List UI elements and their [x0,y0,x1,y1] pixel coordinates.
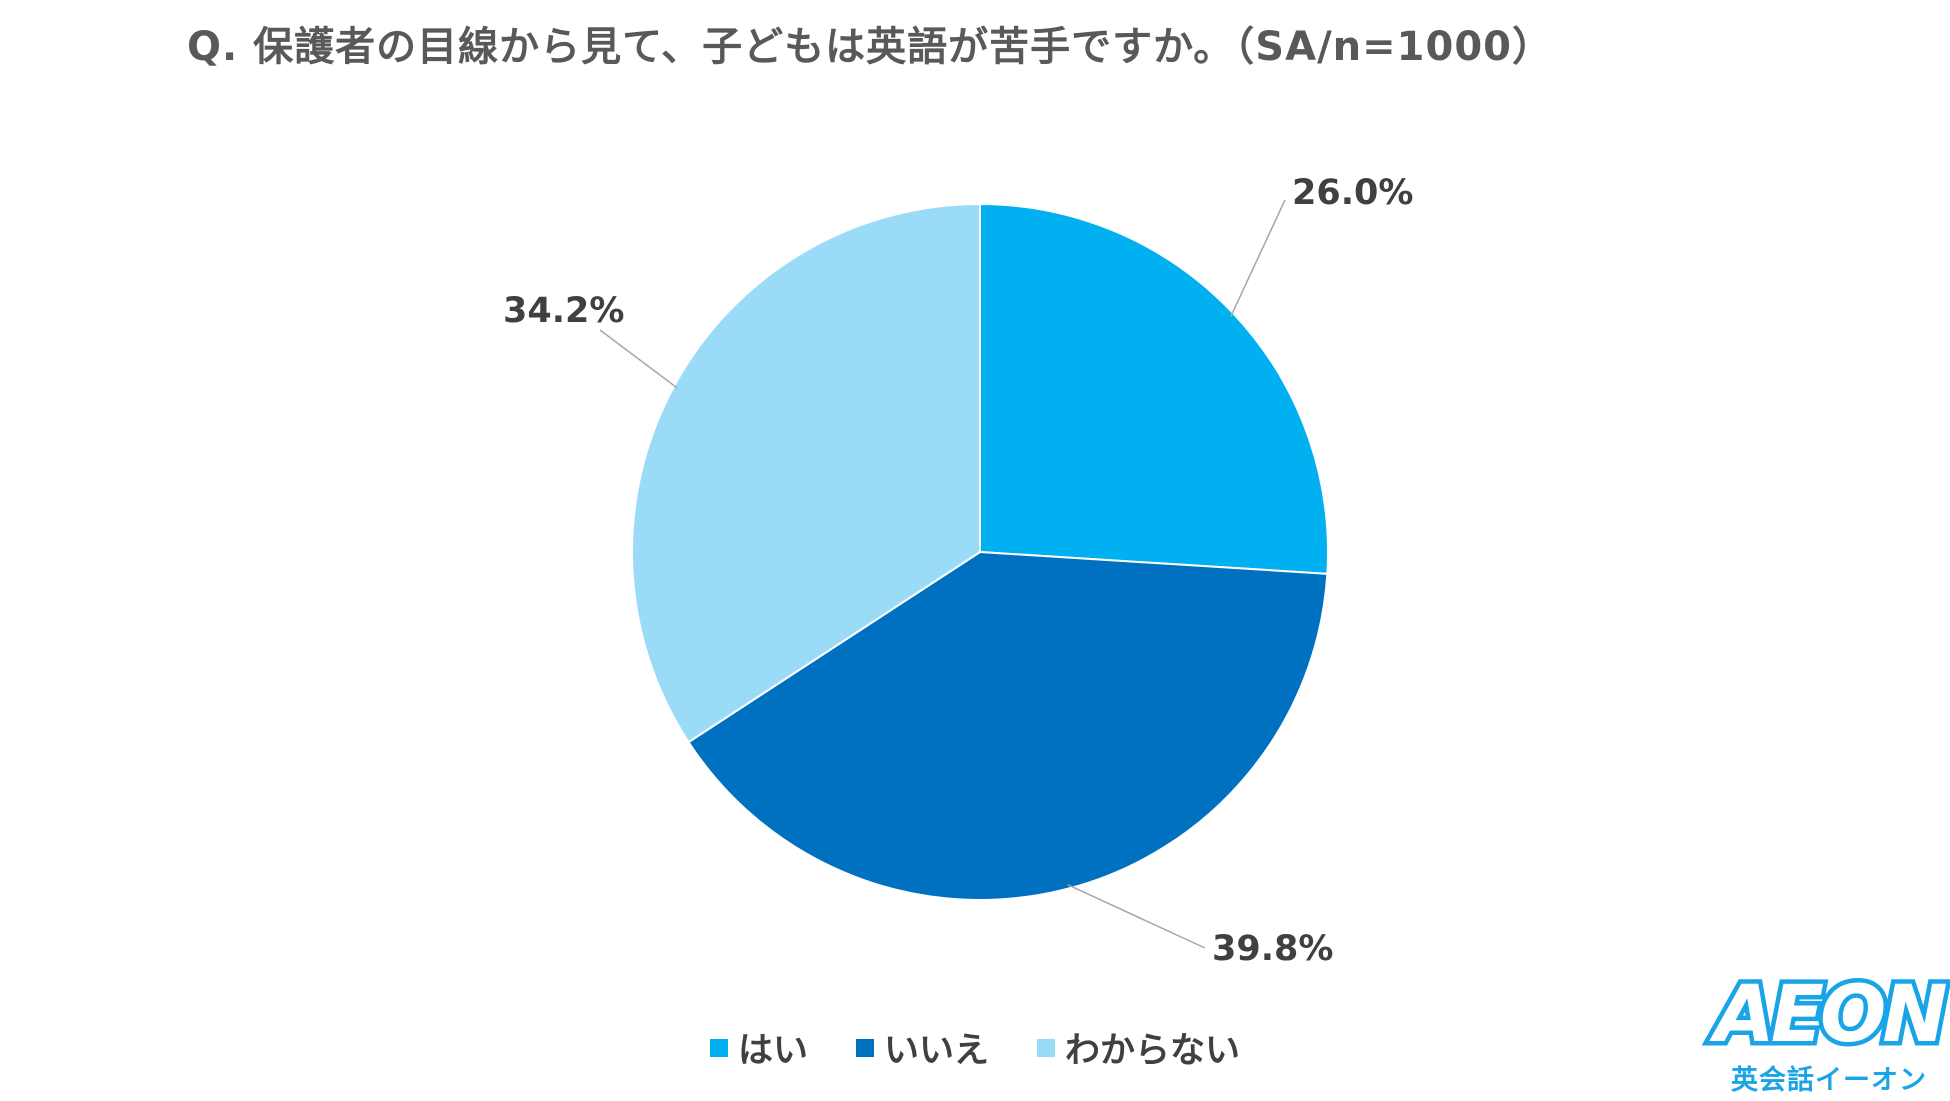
leader-line-no [1067,883,1206,949]
chart-legend: はい いいえ わからない [0,1022,1950,1073]
legend-item-no: いいえ [855,1022,989,1073]
legend-label-yes: はい [737,1031,808,1071]
leader-line-unknown [599,329,678,389]
data-label-no: 39.8% [1212,929,1333,969]
legend-label-unknown: わからない [1065,1031,1241,1071]
logo-subtitle: 英会話イーオン [1731,1065,1927,1096]
data-label-unknown: 34.2% [503,291,624,331]
legend-item-yes: はい [709,1022,808,1073]
legend-swatch-no [855,1038,874,1057]
chart-title: Q. 保護者の目線から見て、子どもは英語が苦手ですか。（SA/n=1000） [186,24,1554,70]
legend-label-no: いいえ [883,1031,989,1071]
data-label-yes: 26.0% [1292,173,1413,213]
pie-slice-yes [979,202,1329,575]
leader-line-yes [1230,199,1286,317]
legend-swatch-unknown [1037,1038,1055,1057]
aeon-logo: AEON 英会話イーオン [1710,970,1950,1097]
legend-swatch-yes [709,1038,728,1057]
logo-wordmark: AEON [1710,970,1950,1060]
legend-item-unknown: わからない [1037,1022,1240,1073]
